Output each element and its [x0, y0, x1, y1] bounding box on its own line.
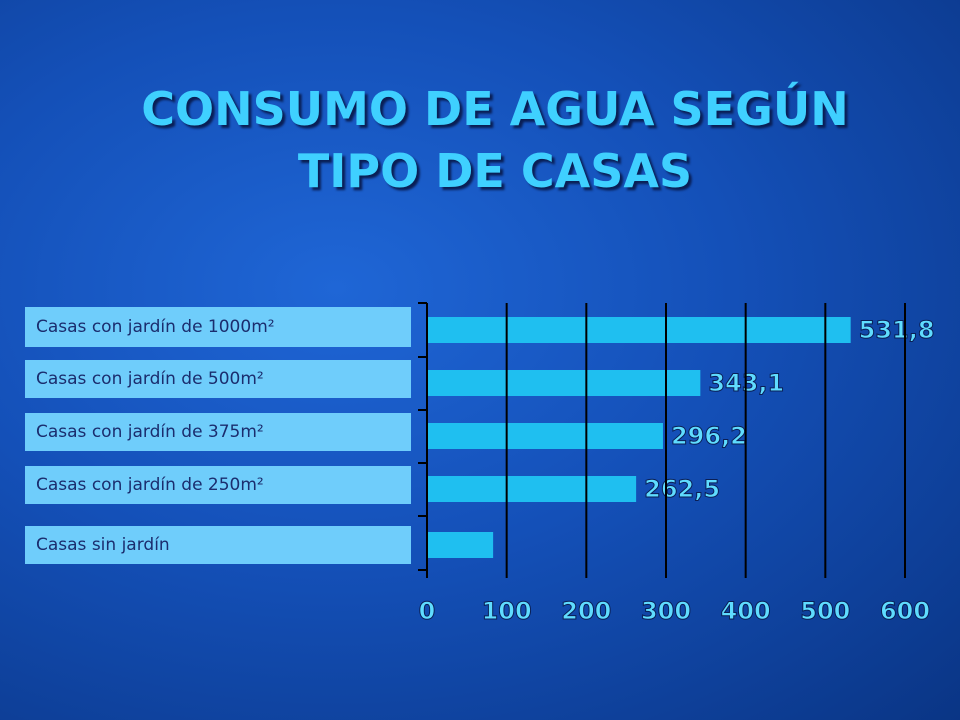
category-box: [25, 526, 411, 564]
x-tick-label: 400: [721, 597, 771, 625]
axis-frame: [418, 302, 428, 578]
category-label: Casas con jardín de 375m²: [36, 422, 264, 442]
bar: [427, 476, 637, 502]
bar: [427, 532, 494, 558]
x-tick-label: 0: [419, 597, 436, 625]
category-box: [25, 466, 411, 504]
value-label: 531,8: [859, 316, 935, 344]
x-tick-label: 600: [880, 597, 930, 625]
category-box: [25, 307, 411, 347]
value-label: 262,5: [644, 475, 720, 503]
chart-title: CONSUMO DE AGUA SEGÚN TIPO DE CASAS: [141, 82, 849, 198]
bar: [427, 370, 701, 396]
category-label: Casas con jardín de 250m²: [36, 475, 264, 495]
bar: [427, 317, 851, 343]
category-label: Casas con jardín de 500m²: [36, 369, 264, 389]
category-box: [25, 360, 411, 398]
x-tick-label: 100: [482, 597, 532, 625]
x-tick-label: 200: [561, 597, 611, 625]
x-tick-label: 500: [800, 597, 850, 625]
x-tick-label: 300: [641, 597, 691, 625]
category-box: [25, 413, 411, 451]
value-label: 296,2: [671, 422, 747, 450]
bar: [427, 423, 663, 449]
category-label: Casas sin jardín: [36, 535, 170, 555]
category-label: Casas con jardín de 1000m²: [36, 317, 275, 337]
